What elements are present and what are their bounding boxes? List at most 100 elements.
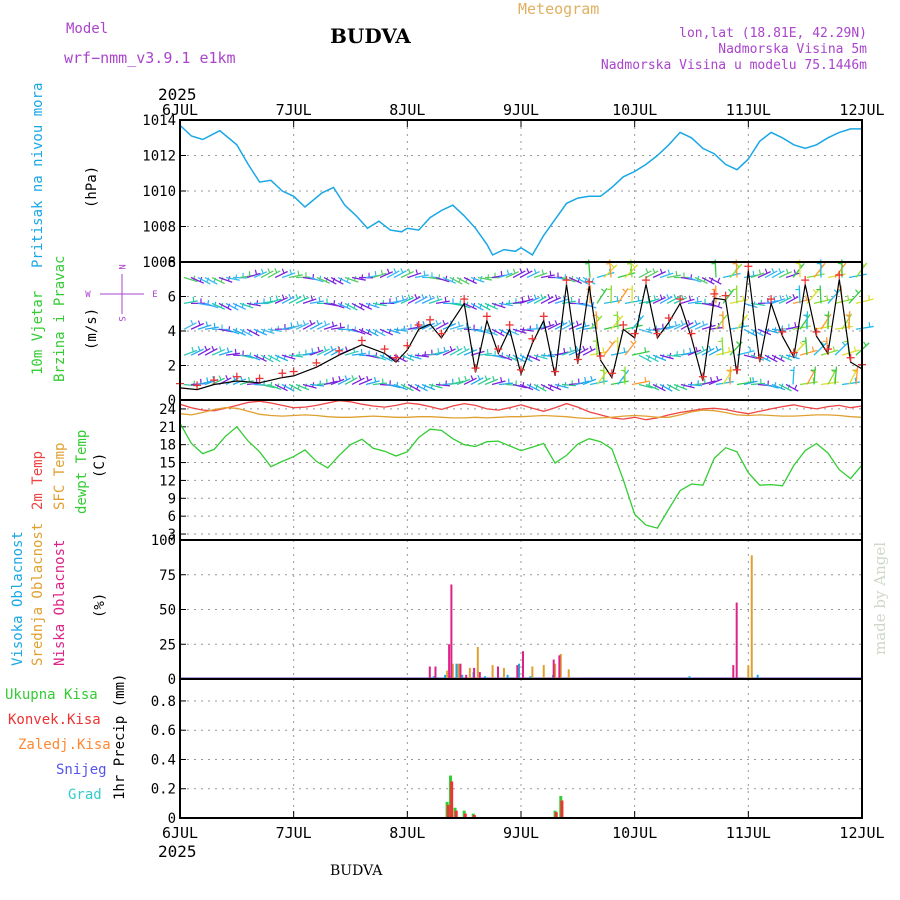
wind-barb-feather <box>332 277 336 283</box>
wind-barb <box>295 383 310 391</box>
wind-barb <box>589 315 603 330</box>
station-title: BUDVA <box>330 24 411 48</box>
wind-barb-feather <box>631 263 636 268</box>
wind-barb <box>281 296 295 304</box>
wind-barb <box>680 383 695 389</box>
wind-barb <box>225 302 239 311</box>
wind-barb <box>855 366 859 385</box>
wind-barb-feather <box>533 294 537 300</box>
wind-barb-feather <box>393 268 397 274</box>
wind-barb <box>708 348 722 356</box>
wind-barb-feather <box>758 269 762 275</box>
wind-barb-feather <box>277 325 280 331</box>
x-tick-label-bottom: 11JUL <box>726 824 771 842</box>
wind-barb-feather <box>323 346 327 351</box>
wind-barb-feather <box>652 268 656 274</box>
wind-barb <box>575 380 590 386</box>
wind-barb <box>498 328 512 337</box>
wind-barb-feather <box>810 369 815 373</box>
mid-cloud-bar <box>747 665 750 679</box>
wind-barb <box>253 328 268 336</box>
wind-barb <box>701 380 716 386</box>
low-cloud-bar <box>522 651 524 679</box>
low-cloud-bar <box>473 667 476 679</box>
wind-barb <box>204 326 219 330</box>
wind-barb <box>302 383 317 389</box>
wind-barb-feather <box>351 375 355 380</box>
wind-barb <box>582 326 597 330</box>
wind-barb-feather <box>227 303 231 309</box>
high-cloud-bar <box>461 674 464 679</box>
wind-barb <box>659 272 674 279</box>
wind-barb-feather <box>295 294 299 299</box>
wind-barb-feather <box>527 295 531 301</box>
wind-barb-feather <box>338 375 341 382</box>
wind-barb-feather <box>437 347 440 354</box>
wind-barb <box>491 354 506 359</box>
wind-barb <box>456 276 470 285</box>
wind-barb <box>365 354 380 359</box>
convective-precip-bar <box>472 815 476 818</box>
wind-barb <box>386 383 401 389</box>
wind-barb-feather <box>281 294 285 300</box>
low-cloud-bar <box>448 644 451 679</box>
wind-barb <box>281 354 296 360</box>
y-tick-label: 2 <box>168 359 176 375</box>
wind-barb <box>484 378 499 386</box>
wind-barb-feather <box>752 377 755 383</box>
convective-precip-bar <box>450 781 454 818</box>
wind-barb <box>813 298 832 305</box>
wind-barb-feather <box>529 325 532 331</box>
model-elevation-label: Nadmorska Visina u modelu 75.1446m <box>601 58 867 73</box>
y-tick-label: 24 <box>159 402 176 418</box>
wind-barb <box>239 380 254 386</box>
wind-barb-feather <box>444 275 448 281</box>
wind-barb <box>715 380 734 386</box>
wind-barb-feather <box>256 300 259 306</box>
wind-barb <box>652 296 666 304</box>
wind-barb <box>449 380 464 386</box>
wind-barb <box>225 352 240 356</box>
wind-barb <box>414 296 428 304</box>
wind-barb-feather <box>353 303 357 309</box>
wind-barb-feather <box>484 375 488 381</box>
wind-barb <box>582 378 597 386</box>
wind-barb <box>400 270 414 279</box>
wind-barb-feather <box>275 295 279 301</box>
wind-barb <box>617 369 630 385</box>
wind-barb <box>505 271 520 279</box>
wind-barb-feather <box>526 268 530 274</box>
convective-precip-bar <box>554 812 558 818</box>
wind-barb-feather <box>421 294 425 299</box>
wind-barb <box>225 276 240 281</box>
wind-barb <box>715 350 734 356</box>
wind-barb-feather <box>609 340 614 345</box>
cloud-title-2: Srednja Oblacnost <box>30 523 46 666</box>
wind-barb <box>470 276 485 283</box>
wind-barb-feather <box>687 319 691 325</box>
wind-barb <box>659 383 673 392</box>
wind-barb-feather <box>500 377 503 383</box>
convective-precip-bar <box>463 813 467 818</box>
wind-barb <box>239 354 254 359</box>
wind-barb <box>561 349 576 356</box>
wind-barb-feather <box>191 346 194 352</box>
wind-barb <box>834 298 853 305</box>
wind-barb <box>428 383 443 389</box>
low-cloud-bar <box>496 666 499 679</box>
wind-barb <box>358 378 373 386</box>
wind-barb <box>491 302 506 309</box>
wind-barb <box>819 285 822 304</box>
wind-barb <box>771 354 785 363</box>
mid-cloud-bar <box>446 670 449 679</box>
wind-barb <box>596 287 608 304</box>
legend-convective: Konvek.Kisa <box>8 712 101 728</box>
wind-barb-feather <box>717 277 721 283</box>
panel-frame <box>179 539 863 680</box>
cloud-title-3: Niska Oblacnost <box>52 540 68 666</box>
wind-barb <box>729 263 743 278</box>
wind-barb-feather <box>622 288 627 293</box>
wind-barb <box>386 270 400 279</box>
wind-barb-feather <box>563 347 566 353</box>
